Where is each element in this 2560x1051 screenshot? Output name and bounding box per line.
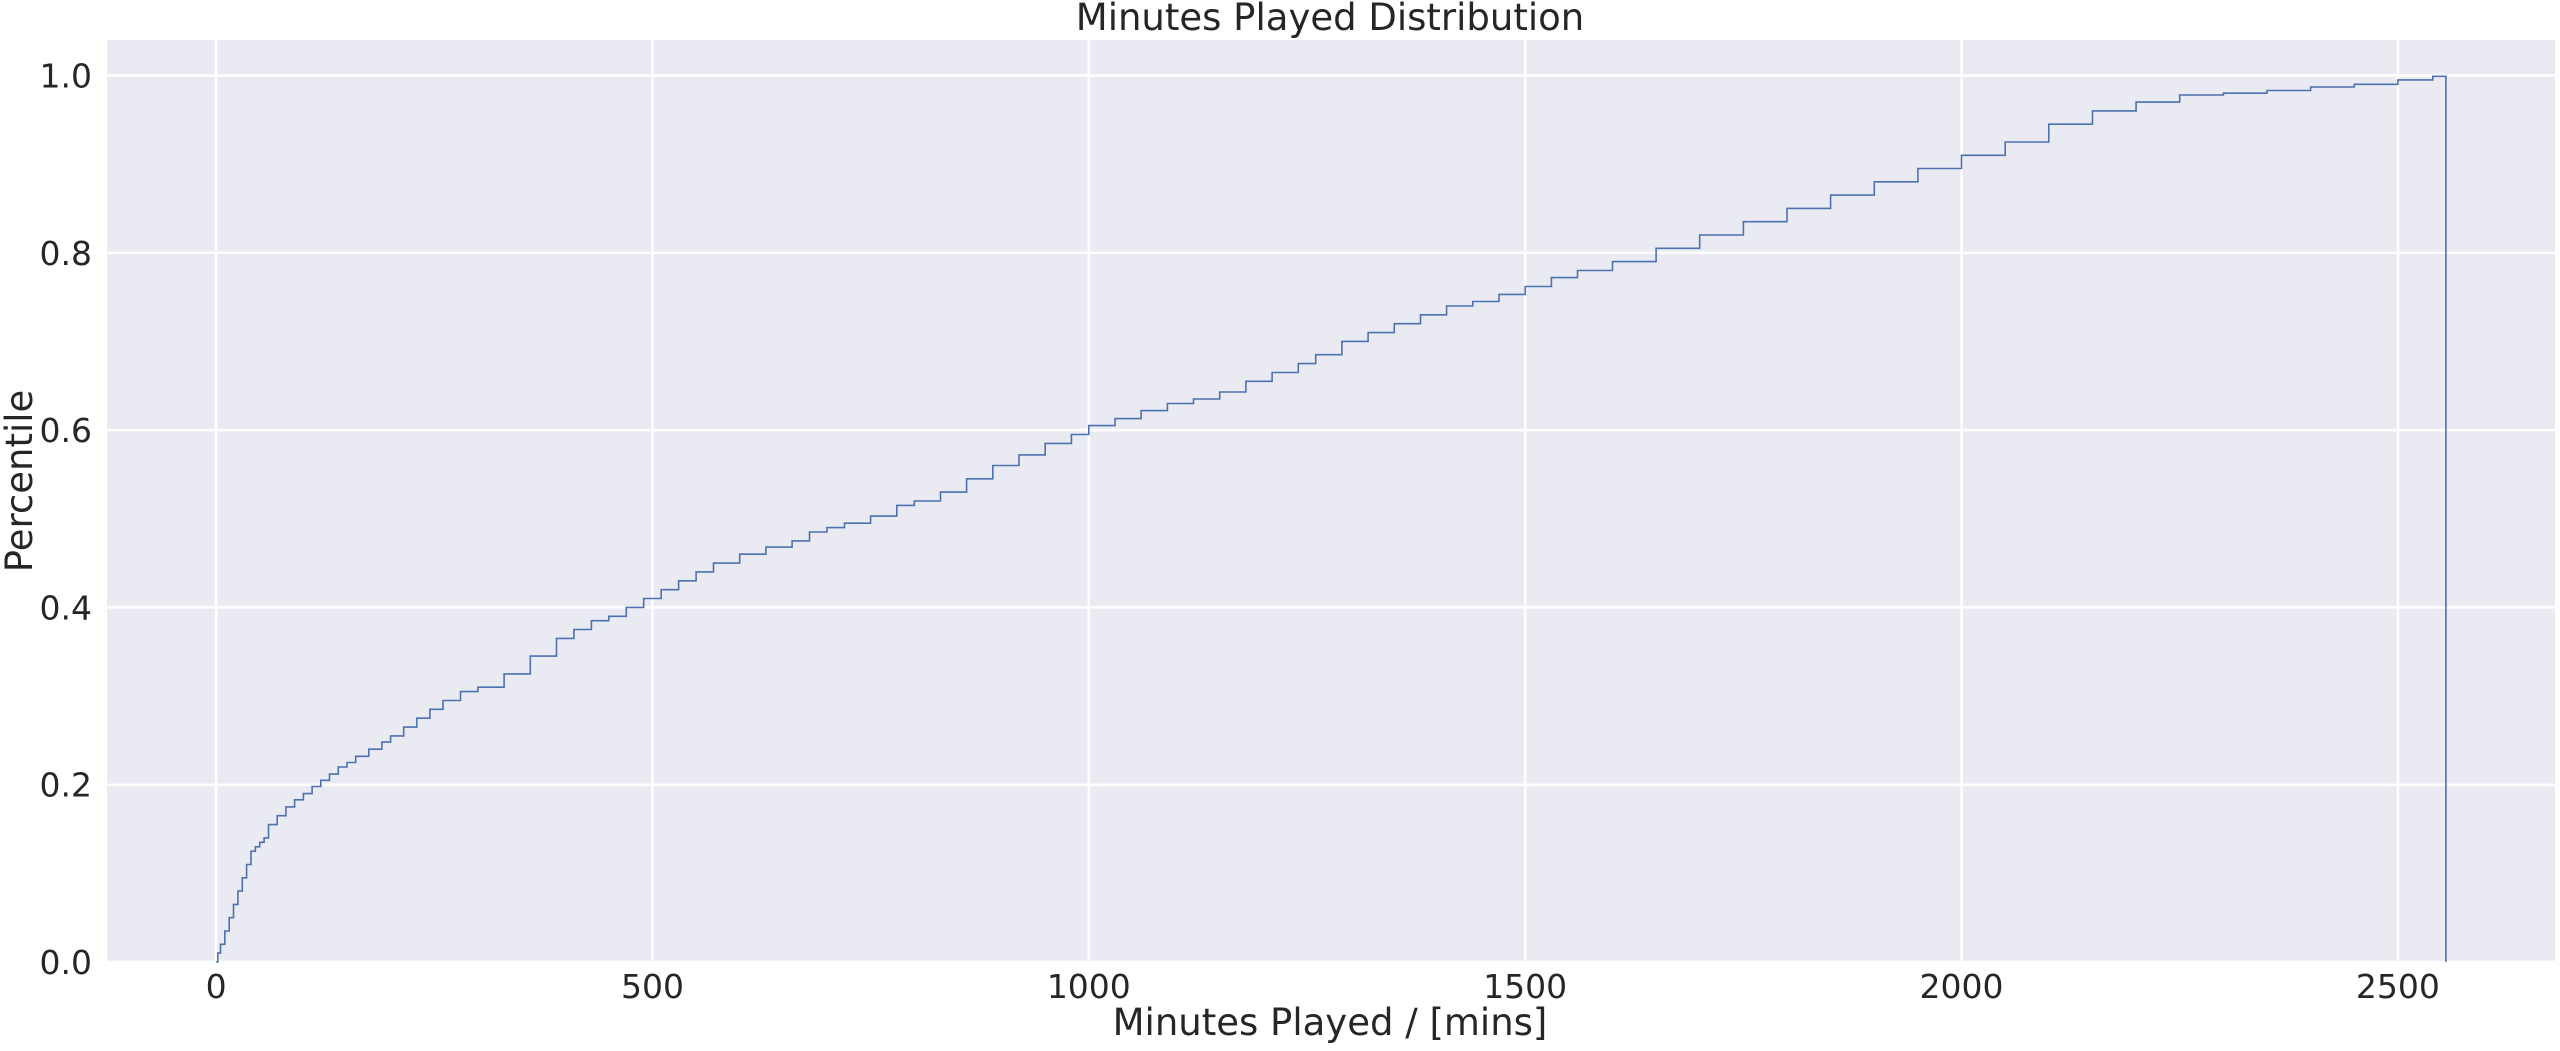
x-axis-label: Minutes Played / [mins] xyxy=(1113,1001,1548,1044)
x-tick-labels: 0 500 1000 1500 2000 2500 xyxy=(206,967,2440,1006)
plot-area xyxy=(107,40,2555,962)
y-tick-label: 0.0 xyxy=(40,943,92,982)
y-tick-label: 0.4 xyxy=(40,588,92,627)
y-axis-label: Percentile xyxy=(0,390,41,573)
x-tick-label: 2000 xyxy=(1920,967,2004,1006)
x-tick-label: 1000 xyxy=(1047,967,1131,1006)
series-layer xyxy=(216,75,2447,963)
x-tick-label: 2500 xyxy=(2356,967,2440,1006)
y-tick-label: 0.6 xyxy=(40,411,92,450)
x-tick-label: 500 xyxy=(621,967,684,1006)
plot-background xyxy=(107,40,2555,962)
y-tick-label: 0.2 xyxy=(40,766,92,805)
y-tick-label: 0.8 xyxy=(40,234,92,273)
cdf-step-line xyxy=(216,75,2447,963)
y-tick-label: 1.0 xyxy=(40,56,92,95)
x-tick-label: 0 xyxy=(206,967,227,1006)
grid-lines xyxy=(107,40,2555,964)
y-tick-labels: 0.0 0.2 0.4 0.6 0.8 1.0 xyxy=(40,56,92,982)
x-tick-label: 1500 xyxy=(1483,967,1567,1006)
chart-title: Minutes Played Distribution xyxy=(1076,0,1584,39)
